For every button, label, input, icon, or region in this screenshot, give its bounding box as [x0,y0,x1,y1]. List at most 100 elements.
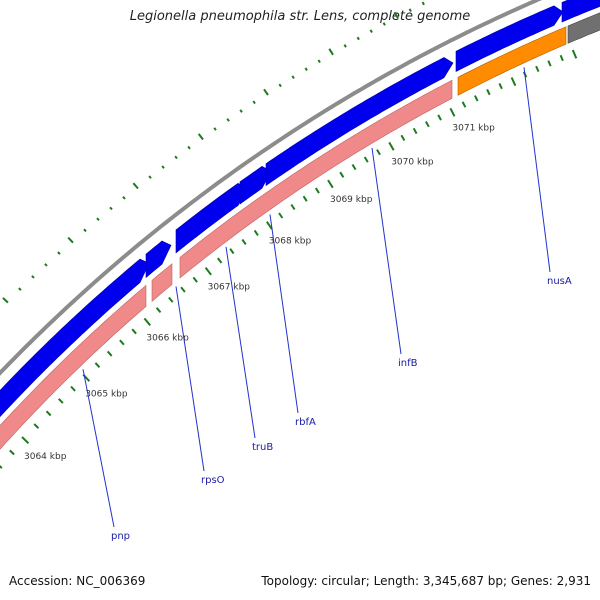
ruler-tick [486,88,491,96]
ruler-tick [33,423,40,429]
outer-tick [44,263,48,267]
feature-layer [0,0,600,450]
gene-label-leader [269,214,299,414]
ruler-tick [94,362,101,368]
ruler-tick [70,385,76,392]
gene-label-nusA: nusA [547,276,572,287]
ruler-label-3071: 3071 kbp [452,123,495,133]
ruler-tick [400,134,406,141]
ruler-tick [498,82,503,90]
ruler-tick [547,60,552,67]
outer-tick [83,228,87,233]
outer-tick [317,59,321,64]
outer-tick [67,236,74,244]
ruler-tick [119,339,125,346]
ruler-tick [339,171,345,178]
outer-tick [148,175,152,179]
gene-label-pnp: pnp [111,531,130,542]
ruler-tick [278,212,284,219]
outer-tick [304,67,308,71]
reverse-strand-cds [151,263,173,302]
ruler-tick [314,187,320,194]
outer-tick [18,287,22,291]
ruler-tick [180,286,186,293]
ruler-tick [376,149,381,156]
ruler-tick [388,141,395,151]
forward-strand-cds [145,240,172,279]
gene-label-leader [523,67,551,273]
ruler-tick [57,398,64,404]
ruler-tick [9,449,15,456]
ruler-tick [425,121,430,128]
ruler-tick [351,163,357,171]
gene-label-layer: pnp rpsO truB rbfA infB nusA [82,67,572,542]
outer-tick [239,109,243,113]
ruler-tick [559,54,564,62]
ruler-tick [535,65,540,72]
ruler-label-3069: 3069 kbp [330,195,373,205]
outer-tick [252,100,256,105]
ruler-tick [265,221,273,230]
forward-strand-cds [455,5,564,72]
ruler-tick [21,436,30,445]
ruler-tick [241,238,247,245]
ruler-tick [229,248,235,255]
gene-label-truB: truB [252,442,273,453]
ruler-label-3066: 3066 kbp [146,333,189,343]
ruler-label-3067: 3067 kbp [208,283,251,293]
outer-tick [161,165,165,169]
ruler-tick [45,410,52,417]
ruler-label-3065: 3065 kbp [85,390,128,400]
forward-strand-cds [265,57,454,187]
outer-tick [122,196,126,200]
ruler-layer: 3064 kbp 3065 kbp 3066 kbp 3067 kbp 3068 kbp… [0,49,578,469]
ruler-label-3064: 3064 kbp [24,452,67,462]
outer-tick [197,133,204,141]
ruler-tick [155,307,162,314]
ruler-tick [327,179,334,189]
ruler-tick [510,77,517,87]
ruler-tick [449,107,456,117]
outer-tick [343,44,347,48]
outer-tick-marks [2,1,425,304]
outer-tick [382,22,386,26]
outer-tick [263,88,269,96]
ruler-tick [217,257,223,264]
accession-text: Accession: NC_006369 [9,574,146,588]
outer-tick [408,8,412,12]
ruler-tick [168,296,174,303]
reverse-strand-cds [179,79,453,279]
outer-tick [2,297,9,304]
ruler-tick [192,276,198,283]
outer-tick [226,118,230,122]
ruler-label-3068: 3068 kbp [269,237,312,247]
genome-stats-text: Topology: circular; Length: 3,345,687 bp… [261,574,591,588]
reverse-strand-cds [0,284,147,450]
outer-tick [369,29,373,33]
outer-tick [132,182,139,190]
ruler-tick [571,49,578,59]
ruler-tick [363,156,369,163]
outer-tick [213,127,217,131]
outer-tick [278,83,282,88]
ruler-tick [0,464,3,469]
outer-tick [393,11,399,19]
ruler-tick [437,114,442,121]
forward-strand-cds [561,0,600,23]
ruler-label-3070: 3070 kbp [391,157,434,167]
ruler-tick [412,127,418,135]
backbone-layer [0,0,543,376]
ruler-tick [106,350,113,357]
outer-tick [57,251,61,255]
ruler-tick [474,95,479,102]
ruler-tick [461,101,467,108]
gray-feature [567,12,600,44]
gene-label-rpsO: rpsO [201,475,225,486]
gene-label-infB: infB [398,358,418,369]
orange-feature [457,26,567,96]
outer-tick [96,217,100,222]
outer-tick [421,1,425,6]
outer-tick [174,155,178,160]
